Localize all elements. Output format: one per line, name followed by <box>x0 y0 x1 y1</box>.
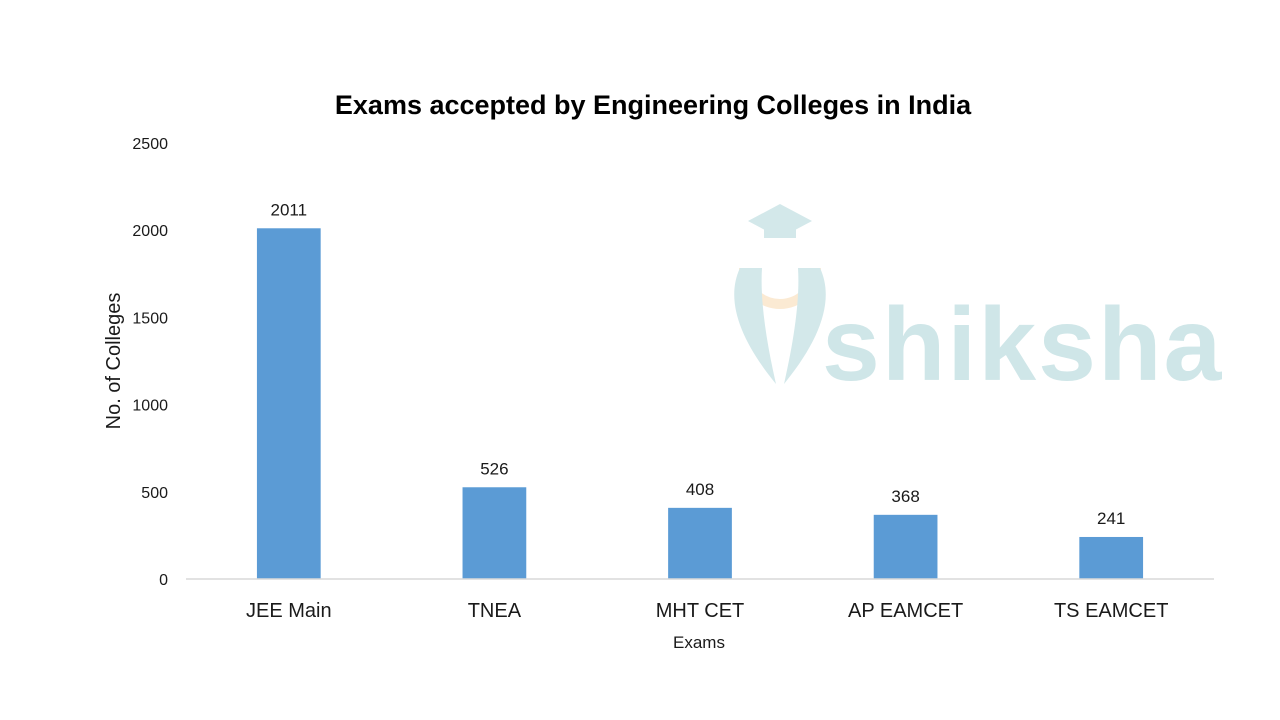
data-label: 408 <box>686 480 714 499</box>
y-axis-label: No. of Colleges <box>103 293 125 430</box>
y-tick-label: 2000 <box>132 223 168 240</box>
bar-ts-eamcet <box>1079 536 1144 579</box>
bars <box>256 228 1144 579</box>
bar-jee-main <box>256 228 321 579</box>
y-tick-label: 1000 <box>132 398 168 415</box>
x-category-label: MHT CET <box>656 600 745 622</box>
data-label: 241 <box>1097 509 1125 528</box>
bar-ap-eamcet <box>873 514 938 579</box>
y-tick-label: 2500 <box>132 136 168 153</box>
y-tick-label: 1500 <box>132 310 168 327</box>
bar-mht-cet <box>668 507 732 579</box>
bar-tnea <box>462 487 527 579</box>
y-axis-ticks: 0 500 1000 1500 2000 2500 <box>132 136 168 589</box>
data-label: 368 <box>891 487 919 506</box>
watermark: shiksha <box>734 204 1223 403</box>
data-label: 526 <box>480 459 508 478</box>
graduation-cap-logo-icon <box>734 204 826 384</box>
x-category-label: AP EAMCET <box>848 600 963 622</box>
watermark-text: shiksha <box>822 287 1223 403</box>
y-tick-label: 500 <box>141 485 168 502</box>
x-axis-label: Exams <box>673 633 725 652</box>
x-category-label: JEE Main <box>246 600 332 622</box>
x-category-label: TS EAMCET <box>1054 600 1168 622</box>
x-axis-categories: JEE Main TNEA MHT CET AP EAMCET TS EAMCET <box>246 600 1168 622</box>
data-label: 2011 <box>271 200 308 219</box>
data-labels: 2011 526 408 368 241 <box>271 200 1126 528</box>
chart-title: Exams accepted by Engineering Colleges i… <box>335 90 972 120</box>
y-tick-label: 0 <box>159 572 168 589</box>
x-category-label: TNEA <box>468 600 522 622</box>
